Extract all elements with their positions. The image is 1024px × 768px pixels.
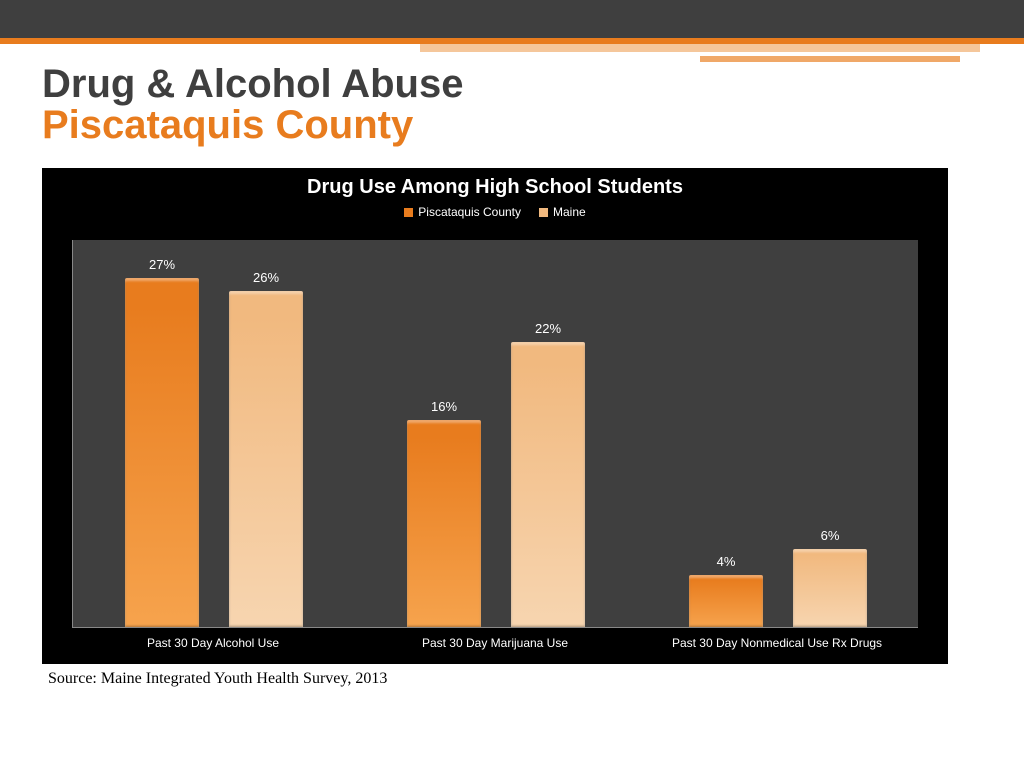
category-label-1: Past 30 Day Marijuana Use bbox=[354, 630, 636, 658]
accent-under-1 bbox=[420, 44, 980, 52]
legend-label-piscataquis: Piscataquis County bbox=[418, 205, 521, 219]
source-citation: Source: Maine Integrated Youth Health Su… bbox=[48, 670, 387, 688]
legend-item-maine: Maine bbox=[539, 205, 586, 219]
legend-item-piscataquis: Piscataquis County bbox=[404, 205, 521, 219]
chart-bar-label: 16% bbox=[407, 399, 481, 414]
legend-swatch-maine bbox=[539, 208, 548, 217]
accent-under-gap bbox=[440, 56, 660, 62]
chart-bar bbox=[407, 420, 481, 627]
top-bar bbox=[0, 0, 1024, 38]
chart-bar bbox=[229, 291, 303, 627]
chart-bar bbox=[689, 575, 763, 627]
legend-label-maine: Maine bbox=[553, 205, 586, 219]
category-label-2: Past 30 Day Nonmedical Use Rx Drugs bbox=[636, 630, 918, 658]
chart-bar-label: 4% bbox=[689, 554, 763, 569]
accent-under-2 bbox=[700, 56, 960, 62]
legend-swatch-piscataquis bbox=[404, 208, 413, 217]
page-title-line2: Piscataquis County bbox=[42, 103, 463, 148]
chart-bar-label: 6% bbox=[793, 528, 867, 543]
chart-title: Drug Use Among High School Students bbox=[42, 168, 948, 199]
chart-bar-label: 26% bbox=[229, 270, 303, 285]
page-title-line1: Drug & Alcohol Abuse bbox=[42, 62, 463, 107]
chart-bar bbox=[511, 342, 585, 627]
chart-bar-label: 27% bbox=[125, 257, 199, 272]
page-title-block: Drug & Alcohol Abuse Piscataquis County bbox=[42, 62, 463, 148]
chart-bar bbox=[793, 549, 867, 627]
category-axis: Past 30 Day Alcohol Use Past 30 Day Mari… bbox=[72, 630, 918, 658]
chart-container: Drug Use Among High School Students Pisc… bbox=[42, 168, 948, 664]
category-label-0: Past 30 Day Alcohol Use bbox=[72, 630, 354, 658]
chart-legend: Piscataquis County Maine bbox=[42, 205, 948, 219]
chart-plot-area: 27% 26% 16% 22% 4% 6% bbox=[72, 240, 918, 628]
chart-bar-label: 22% bbox=[511, 321, 585, 336]
chart-bar bbox=[125, 278, 199, 627]
